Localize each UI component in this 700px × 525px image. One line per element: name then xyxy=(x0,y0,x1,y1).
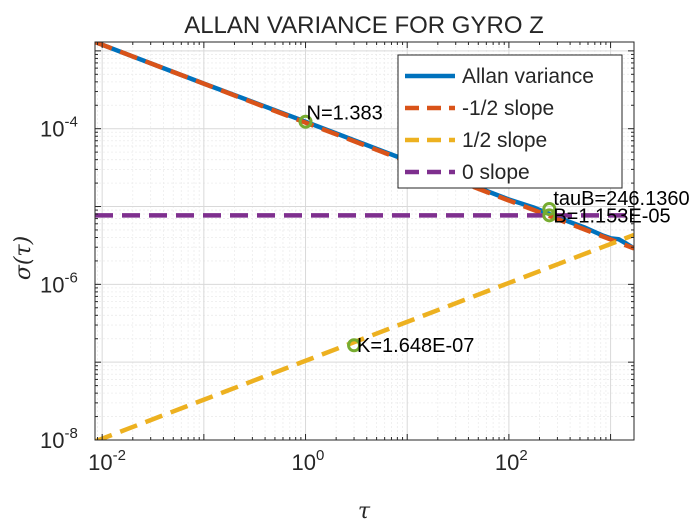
x-tick-label: 100 xyxy=(292,447,325,475)
legend-label-0: Allan variance xyxy=(462,65,594,88)
plot-frame xyxy=(94,41,635,441)
legend: Allan variance -1/2 slope 1/2 slope 0 slope xyxy=(397,54,623,189)
marker-K xyxy=(347,338,362,353)
series-line-1 xyxy=(95,42,634,251)
x-tick-label: 10-2 xyxy=(88,447,126,475)
annotation-K: K=1.648E-07 xyxy=(357,335,474,357)
legend-label-1: -1/2 slope xyxy=(462,97,554,120)
annotation-N: N=1.383 xyxy=(307,103,383,125)
series-line-0 xyxy=(95,42,634,251)
x-axis-label: τ xyxy=(358,499,371,524)
chart-title: ALLAN VARIANCE FOR GYRO Z xyxy=(184,12,544,39)
annotation-tauB: tauB=246.1360 xyxy=(553,188,689,210)
x-tick-label: 102 xyxy=(495,447,528,475)
series-line-2 xyxy=(95,232,634,440)
annotation-layer: N=1.383 K=1.648E-07 B=1.153E-05tauB=246.13… xyxy=(307,103,690,358)
y-tick-label: 10-8 xyxy=(40,425,78,453)
marker-tauB xyxy=(542,201,557,216)
y-tick-label: 10-6 xyxy=(40,269,78,297)
marker-N xyxy=(298,114,313,129)
annotation-B: B=1.153E-05 xyxy=(553,205,670,227)
legend-label-3: 0 slope xyxy=(462,161,530,184)
marker-layer xyxy=(298,114,557,353)
marker-B xyxy=(542,208,557,223)
legend-label-2: 1/2 slope xyxy=(462,129,547,152)
tick-layer: 10-2 100 102 10-8 10-6 10-4 xyxy=(40,42,634,475)
y-tick-label: 10-4 xyxy=(40,114,78,142)
y-axis-label: σ(τ) xyxy=(11,236,36,280)
